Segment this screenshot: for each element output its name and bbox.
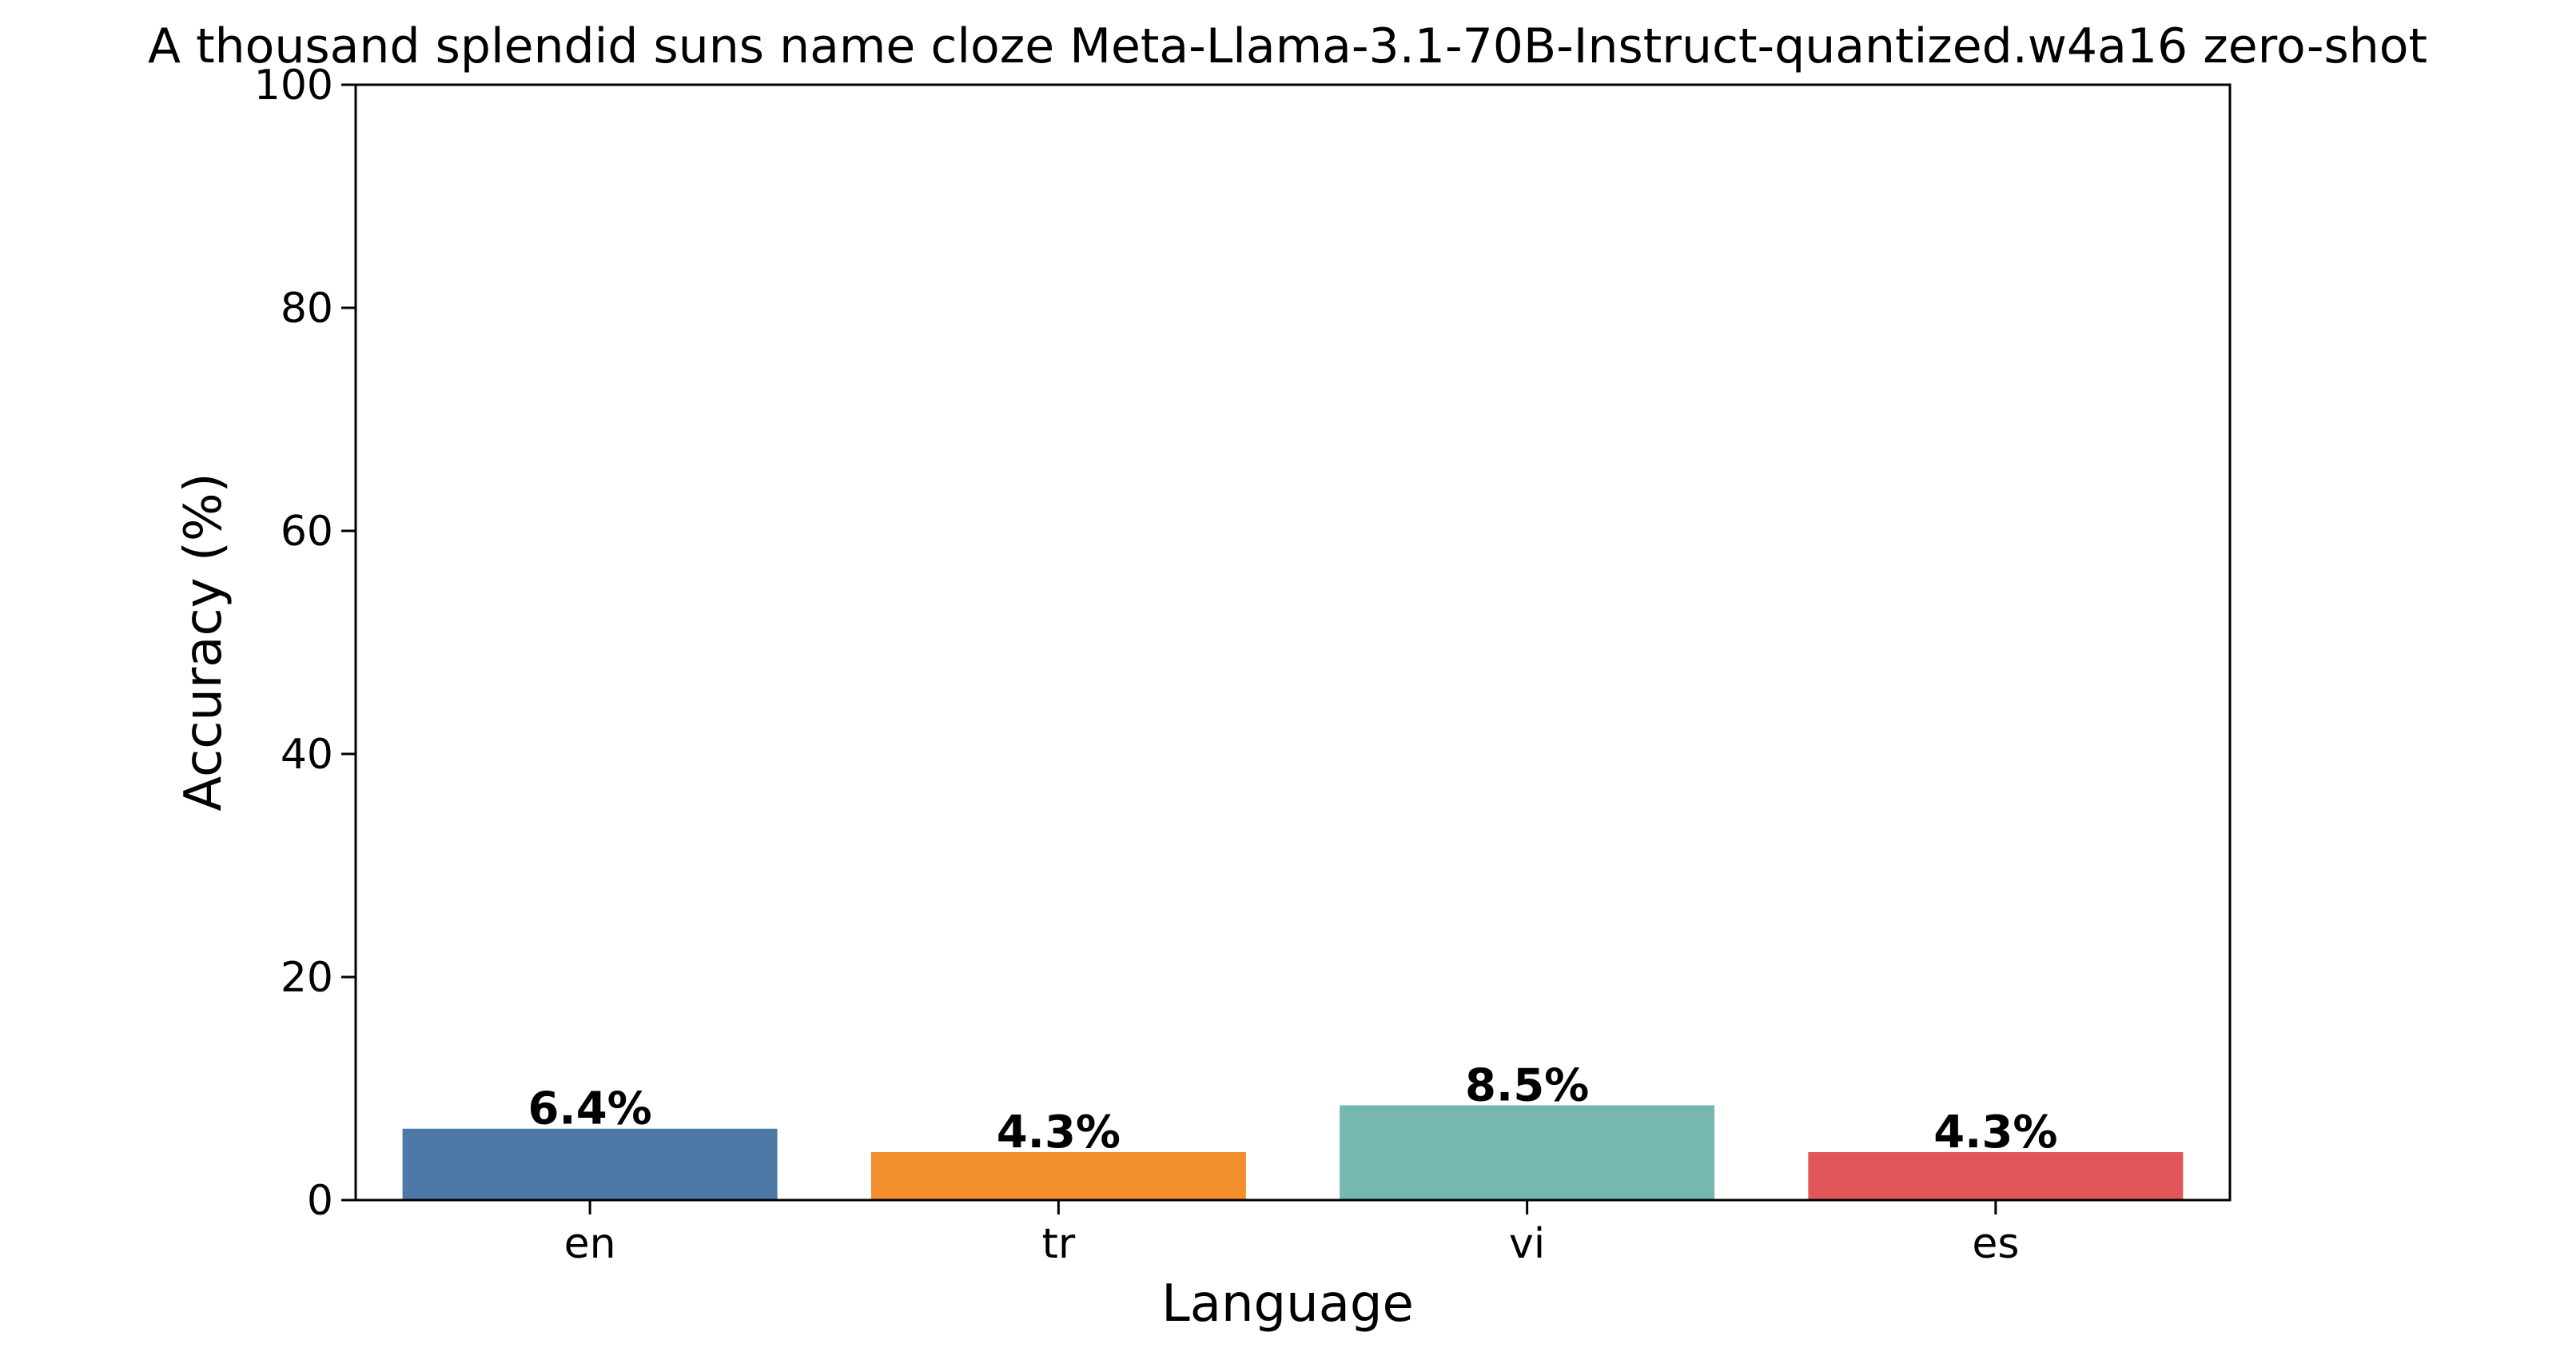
y-tick-label: 0 <box>307 1177 333 1225</box>
y-axis: 0 20 40 60 80 100 <box>254 62 356 1225</box>
data-label-es: 4.3% <box>1933 1107 2057 1159</box>
x-tick-label-vi: vi <box>1509 1220 1545 1268</box>
data-label-vi: 8.5% <box>1465 1059 1589 1111</box>
y-tick-label: 80 <box>281 285 333 333</box>
y-axis-label: Accuracy (%) <box>174 473 233 811</box>
x-tick-label-tr: tr <box>1041 1220 1075 1268</box>
bar-vi <box>1340 1105 1715 1200</box>
bar-es <box>1808 1152 2184 1200</box>
x-tick-label-en: en <box>564 1220 616 1268</box>
plot-frame <box>354 83 2232 1202</box>
data-labels-layer: 6.4% 4.3% 8.5% 4.3% <box>528 1059 2057 1159</box>
bars-layer <box>402 1105 2184 1200</box>
chart-title: A thousand splendid suns name cloze Meta… <box>148 18 2427 74</box>
data-label-tr: 4.3% <box>997 1107 1121 1159</box>
y-tick-label: 60 <box>281 508 333 556</box>
x-axis-label: Language <box>1161 1274 1414 1334</box>
bar-en <box>402 1128 778 1200</box>
data-label-en: 6.4% <box>528 1083 651 1135</box>
y-tick-label: 40 <box>281 731 333 779</box>
x-tick-label-es: es <box>1972 1220 2019 1268</box>
x-axis: en tr vi es <box>564 1200 2019 1268</box>
y-tick-label: 100 <box>254 62 333 110</box>
bar-tr <box>870 1152 1246 1200</box>
y-tick-label: 20 <box>281 954 333 1002</box>
